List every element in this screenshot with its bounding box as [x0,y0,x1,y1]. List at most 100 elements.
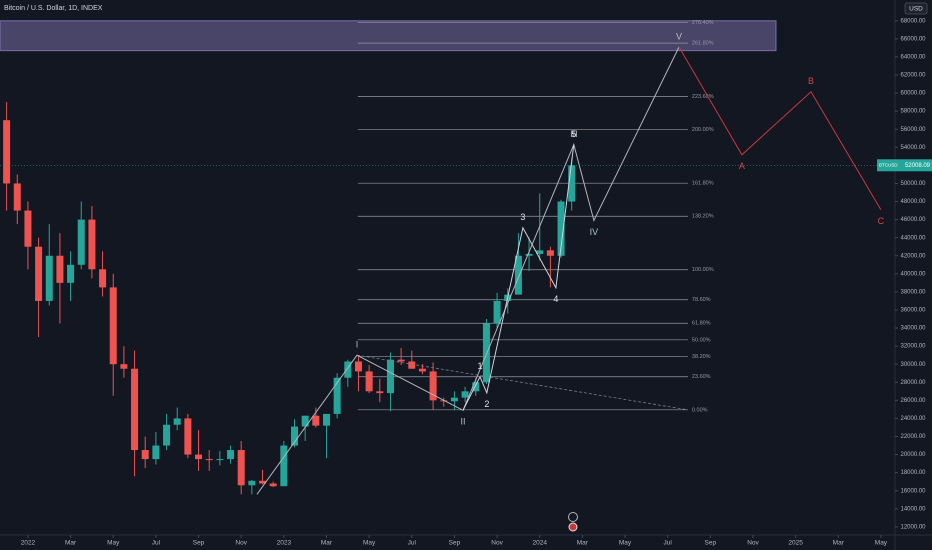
candle-body [472,382,480,392]
candle-body [35,246,43,301]
y-tick-label: 66000.00 [900,36,926,42]
candle-body [195,454,203,460]
fib-label: 223.60% [692,94,714,100]
candle-body [408,361,416,369]
wave-path [256,46,680,495]
fib-label: 200.00% [692,127,714,133]
y-tick-label: 24000.00 [900,416,926,422]
candle-body [24,210,32,247]
y-tick-label: 64000.00 [900,55,926,61]
last-price-symbol: BTCUSD [879,162,898,167]
x-tick-label: Mar [321,540,333,547]
y-tick-label: 68000.00 [900,18,926,24]
candle-body [131,368,139,451]
candle-body [269,483,277,487]
wave-label: 4 [553,294,558,304]
wave-label: I [356,340,359,350]
x-tick-label: Nov [747,540,759,547]
event-icon[interactable] [568,512,578,522]
candle-body [141,450,149,460]
y-tick-label: 18000.00 [900,470,926,476]
candle-body [493,300,501,324]
x-tick-label: May [875,540,888,547]
candle-body [99,269,107,288]
x-tick-label: Sep [193,540,205,547]
candle-body [290,426,298,446]
candle-body [365,371,373,392]
candle-body [259,480,267,484]
candle-body [173,418,181,425]
candle-body [301,415,309,427]
y-tick-label: 14000.00 [900,506,926,512]
candle-body [376,391,384,394]
wave-label: III [570,129,578,139]
y-tick-label: 38000.00 [900,289,926,295]
fib-label: 78.60% [692,297,711,303]
candle-body [461,391,469,398]
candle-body [184,418,192,455]
symbol-title: Bitcoin / U.S. Dollar, 1D, INDEX [4,5,103,12]
candle-body [248,480,256,486]
y-tick-label: 48000.00 [900,199,926,205]
y-tick-label: 60000.00 [900,91,926,97]
y-tick-label: 28000.00 [900,380,926,386]
candle-body [205,459,213,461]
candle-body [557,201,565,256]
x-tick-label: Mar [65,540,77,547]
x-tick-label: Mar [833,540,845,547]
candle-body [354,361,362,372]
candle-body [216,459,224,461]
y-tick-label: 46000.00 [900,217,926,223]
x-tick-label: May [619,540,632,547]
candle-body [536,250,544,254]
candle-body [568,165,576,202]
candle-body [280,445,288,487]
candle-body [237,450,245,486]
x-tick-label: May [107,540,120,547]
candle-body [45,255,53,301]
candle-body [77,219,85,265]
x-tick-label: 2023 [277,540,292,547]
y-tick-label: 34000.00 [900,326,926,332]
y-tick-label: 30000.00 [900,362,926,368]
wave-label: 5 [571,129,576,139]
x-tick-label: Jul [664,540,673,547]
candle-body [67,264,75,283]
x-tick-label: Sep [449,540,461,547]
event-icon[interactable] [568,522,578,532]
y-tick-label: 42000.00 [900,253,926,259]
y-tick-label: 32000.00 [900,344,926,350]
candle-body [227,450,235,460]
y-tick-label: 12000.00 [900,524,926,530]
y-tick-label: 58000.00 [900,109,926,115]
wave-label: V [676,31,682,41]
y-tick-label: 16000.00 [900,488,926,494]
candle-body [88,219,96,270]
wave-label: B [808,76,814,86]
candle-body [397,359,405,362]
x-tick-label: 2025 [788,540,803,547]
fib-label: 23.60% [692,374,711,380]
wave-label: C [878,216,885,226]
wave-path [462,144,575,411]
fib-label: 161.80% [692,181,714,187]
y-tick-label: 36000.00 [900,308,926,314]
currency-label[interactable]: USD [909,6,923,13]
x-tick-label: 2024 [532,540,547,547]
currency-box[interactable] [904,2,928,15]
wave-label: A [739,161,745,171]
x-tick-label: Jul [152,540,161,547]
candle-body [163,424,171,446]
candle-body [120,364,128,369]
x-tick-label: Jul [408,540,417,547]
candle-body [546,250,554,256]
fib-label: 261.80% [692,41,714,47]
y-tick-label: 40000.00 [900,271,926,277]
candle-body [3,120,11,184]
candle-body [386,359,394,394]
y-tick-label: 44000.00 [900,235,926,241]
last-price-value: 52008.09 [905,163,931,169]
candle-body [333,377,341,414]
